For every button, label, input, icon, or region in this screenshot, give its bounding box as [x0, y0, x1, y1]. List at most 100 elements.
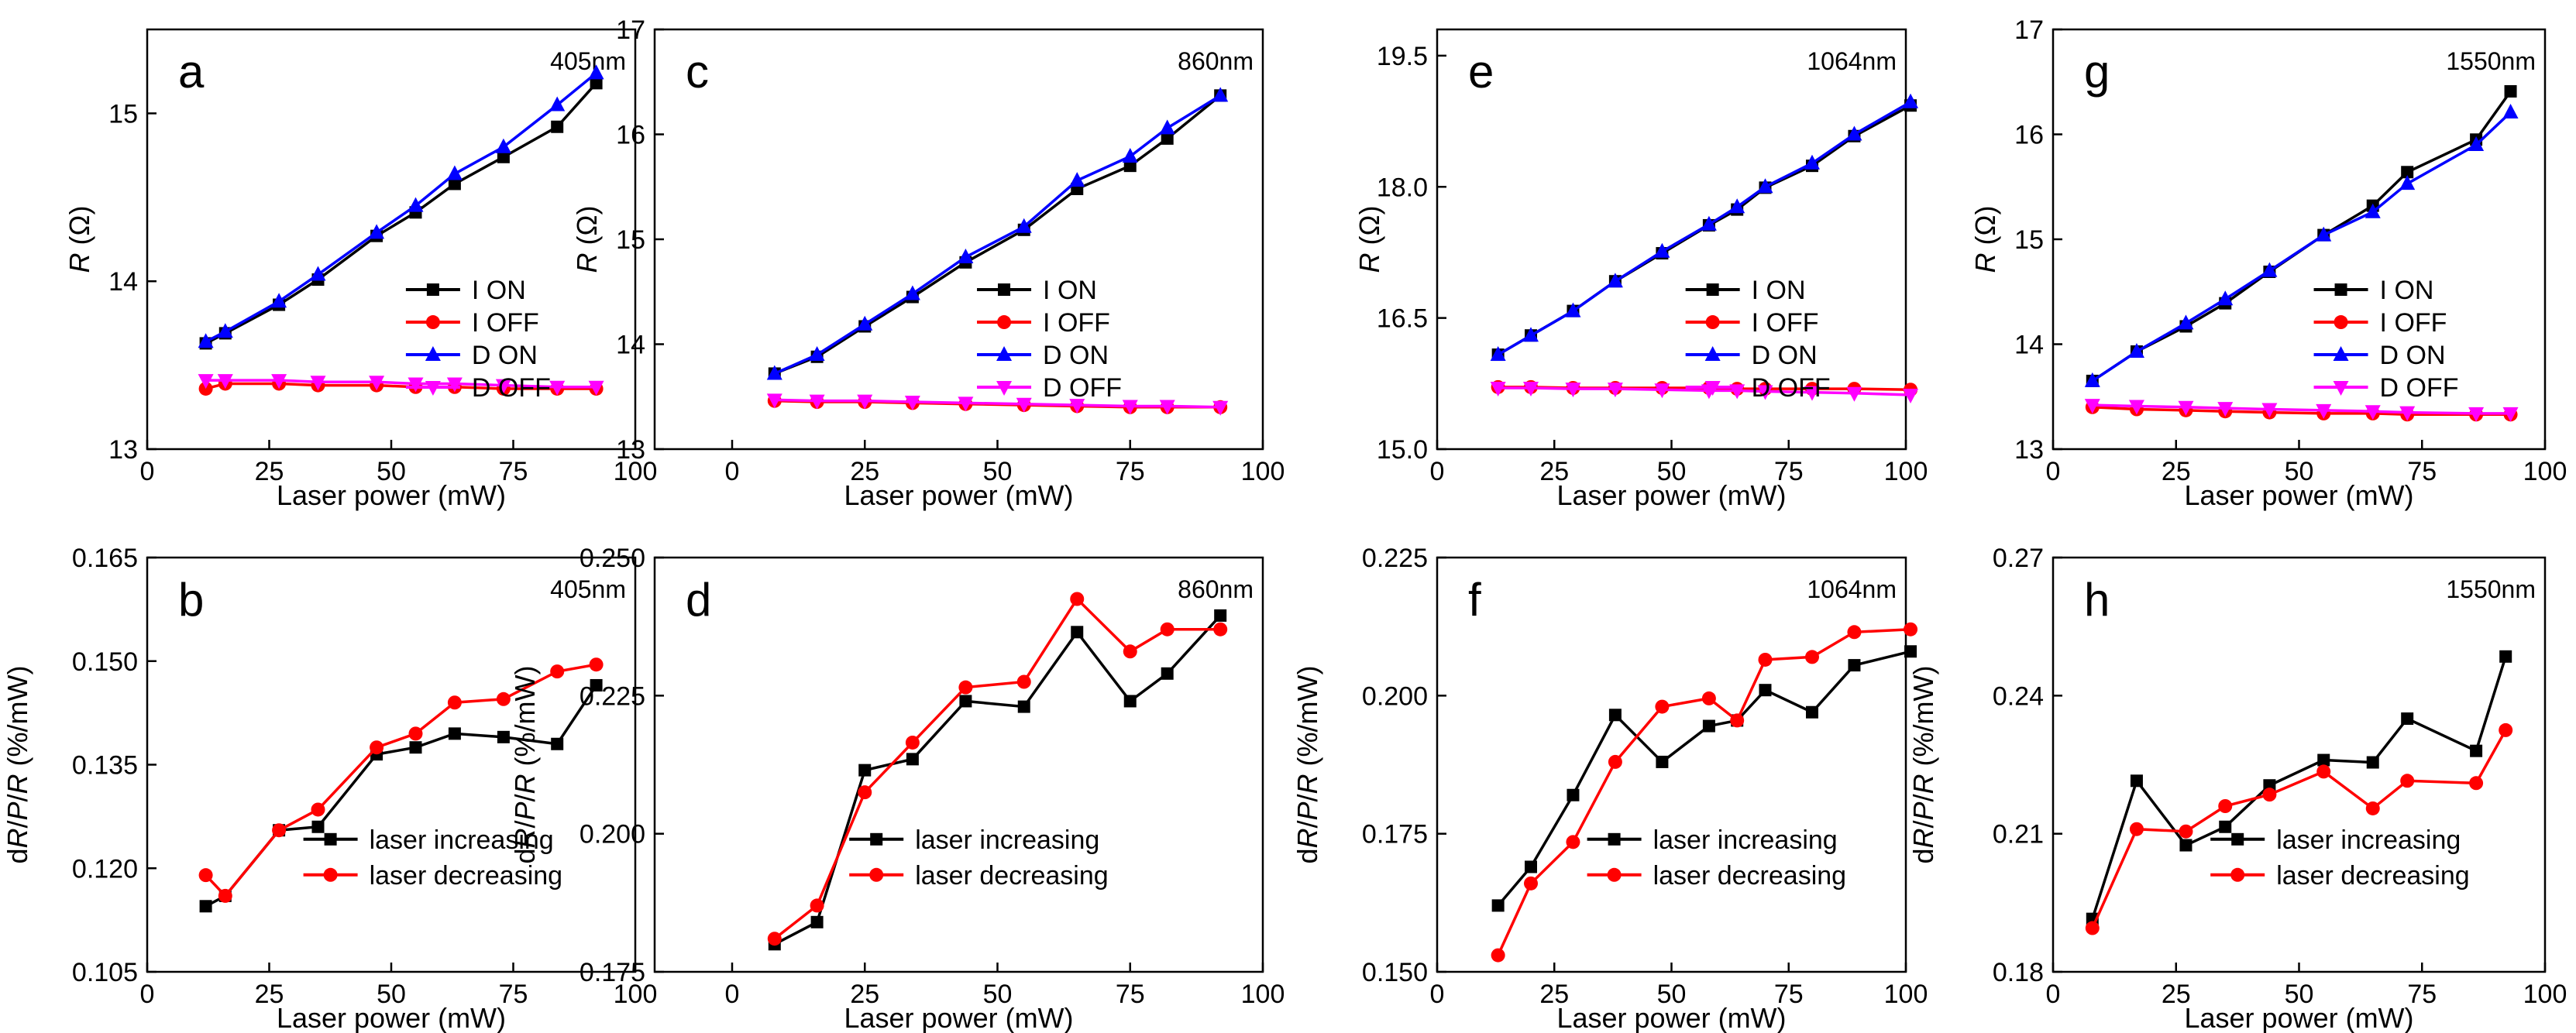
- data-point: [1160, 622, 1175, 637]
- legend-label: laser increasing: [915, 825, 1099, 855]
- data-point: [958, 396, 974, 412]
- y-tick-label: 15: [2014, 225, 2044, 255]
- data-point: [1654, 383, 1670, 399]
- data-point: [590, 678, 603, 692]
- x-axis-label: Laser power (mW): [844, 1002, 1073, 1033]
- data-point: [958, 680, 973, 695]
- data-point: [408, 377, 424, 393]
- y-axis-label: R (Ω): [1969, 206, 2001, 273]
- y-tick-label: 0.175: [580, 958, 645, 987]
- series-line: [774, 398, 1221, 409]
- x-tick-label: 75: [1116, 980, 1145, 1009]
- y-tick-label: 18.0: [1377, 173, 1428, 202]
- legend-marker: [1608, 832, 1621, 846]
- data-point: [1804, 154, 1820, 170]
- legend-marker: [869, 867, 884, 882]
- x-tick-label: 50: [377, 980, 406, 1009]
- legend-marker: [324, 832, 337, 846]
- data-point: [2178, 400, 2194, 416]
- legend-label: D OFF: [472, 373, 551, 403]
- legend-label: I OFF: [2380, 308, 2447, 338]
- data-point: [369, 224, 385, 239]
- legend-marker: [425, 315, 440, 330]
- x-tick-label: 25: [255, 980, 284, 1009]
- data-point: [1122, 147, 1138, 163]
- series-d-on: [766, 87, 1229, 380]
- panel-letter: g: [2084, 46, 2110, 98]
- x-tick-label: 50: [983, 457, 1013, 486]
- legend: laser increasing laser decreasing: [1587, 825, 1846, 891]
- legend: I ON I OFF D ON D OFF: [977, 276, 1122, 403]
- data-point: [2468, 407, 2485, 422]
- data-point: [1608, 754, 1622, 769]
- legend-label: laser decreasing: [1653, 861, 1846, 891]
- legend-label: D ON: [472, 341, 538, 370]
- data-point: [1607, 273, 1623, 288]
- data-point: [906, 753, 919, 766]
- series-d-on: [198, 64, 604, 348]
- data-point: [2128, 342, 2144, 358]
- x-tick-label: 75: [1116, 457, 1145, 486]
- legend-marker: [2334, 283, 2347, 297]
- data-point: [1070, 592, 1085, 606]
- legend-label: I ON: [1752, 276, 1806, 305]
- y-axis-label: dR/P/R (%/mW): [1291, 665, 1323, 863]
- data-point: [2468, 136, 2485, 152]
- data-point: [810, 898, 824, 913]
- data-point: [809, 394, 825, 410]
- x-axis-label: Laser power (mW): [1556, 479, 1786, 511]
- x-tick-label: 25: [255, 457, 284, 486]
- series-line: [774, 94, 1222, 376]
- y-axis-label: dR/P/R (%/mW): [2, 665, 33, 863]
- data-point: [198, 868, 213, 883]
- data-point: [408, 197, 424, 212]
- y-tick-label: 17: [2014, 15, 2044, 45]
- y-tick-label: 15: [616, 225, 645, 255]
- x-tick-label: 0: [140, 980, 155, 1009]
- data-point: [959, 695, 972, 708]
- legend-marker: [998, 283, 1011, 297]
- series-line: [2091, 729, 2507, 929]
- legend-marker: [2333, 346, 2349, 362]
- legend-label: D ON: [1752, 341, 1818, 370]
- legend-marker: [996, 381, 1013, 396]
- data-point: [1016, 674, 1031, 689]
- y-tick-label: 0.175: [1362, 820, 1428, 849]
- data-point: [1161, 132, 1174, 145]
- plot-frame: [1436, 556, 1907, 973]
- wavelength-label: 1064nm: [1807, 575, 1897, 603]
- x-tick-label: 25: [2162, 980, 2191, 1009]
- data-point: [1701, 215, 1717, 231]
- legend-marker: [1704, 346, 1721, 362]
- panel-letter: h: [2084, 574, 2110, 626]
- data-point: [2129, 822, 2144, 836]
- data-point: [199, 900, 212, 913]
- data-point: [448, 727, 461, 740]
- data-point: [1491, 899, 1505, 912]
- data-point: [409, 741, 422, 754]
- data-point: [497, 150, 510, 163]
- data-point: [217, 374, 233, 390]
- series-line: [205, 379, 597, 389]
- legend: laser increasing laser decreasing: [2210, 825, 2470, 891]
- data-point: [1656, 755, 1669, 768]
- data-point: [1565, 383, 1581, 398]
- data-point: [1903, 388, 1919, 403]
- x-tick-label: 50: [983, 980, 1013, 1009]
- legend: I ON I OFF D ON D OFF: [2313, 276, 2459, 403]
- data-point: [2400, 774, 2415, 788]
- data-point: [766, 393, 782, 409]
- data-point: [2364, 405, 2381, 420]
- data-point: [1729, 198, 1745, 214]
- data-point: [198, 374, 214, 390]
- data-point: [370, 740, 384, 755]
- panel-letter: d: [686, 574, 711, 626]
- legend-label: I ON: [2380, 276, 2434, 305]
- series-line: [205, 72, 597, 343]
- data-point: [2499, 650, 2512, 663]
- plot-frame: [2052, 28, 2547, 451]
- y-tick-label: 15.0: [1377, 435, 1428, 465]
- legend-label: laser increasing: [370, 825, 554, 855]
- data-point: [2502, 407, 2519, 422]
